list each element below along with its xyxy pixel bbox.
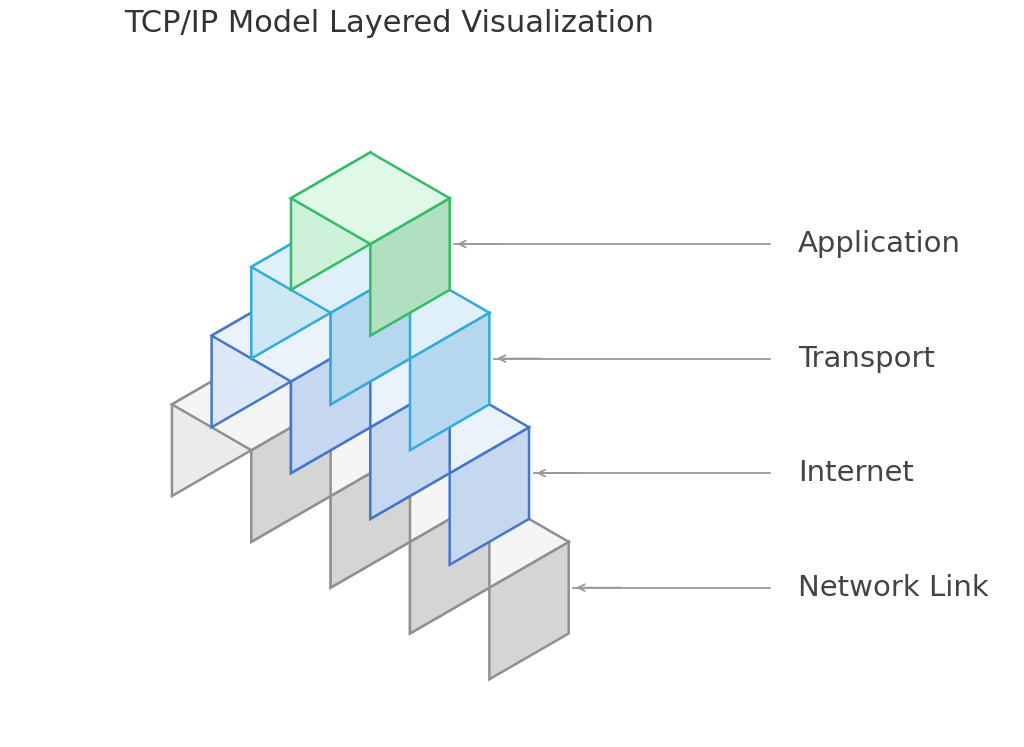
Polygon shape bbox=[450, 427, 529, 565]
Polygon shape bbox=[212, 290, 371, 382]
Polygon shape bbox=[371, 382, 450, 519]
Polygon shape bbox=[291, 152, 371, 290]
Polygon shape bbox=[331, 450, 489, 542]
Polygon shape bbox=[251, 221, 331, 359]
Polygon shape bbox=[291, 335, 371, 473]
Polygon shape bbox=[291, 152, 450, 244]
Polygon shape bbox=[251, 404, 410, 496]
Polygon shape bbox=[251, 404, 331, 542]
Polygon shape bbox=[172, 359, 251, 496]
Polygon shape bbox=[331, 267, 489, 359]
Polygon shape bbox=[410, 313, 489, 450]
Polygon shape bbox=[371, 198, 450, 335]
Text: Transport: Transport bbox=[798, 344, 935, 373]
Text: Application: Application bbox=[798, 230, 961, 258]
Polygon shape bbox=[331, 267, 410, 404]
Text: Internet: Internet bbox=[798, 459, 913, 487]
Polygon shape bbox=[251, 404, 331, 542]
Polygon shape bbox=[172, 359, 331, 450]
Polygon shape bbox=[251, 221, 410, 313]
Polygon shape bbox=[291, 335, 371, 473]
Polygon shape bbox=[331, 267, 410, 404]
Text: Network Link: Network Link bbox=[798, 574, 988, 601]
Polygon shape bbox=[331, 450, 410, 588]
Polygon shape bbox=[212, 290, 291, 427]
Text: TCP/IP Model Layered Visualization: TCP/IP Model Layered Visualization bbox=[124, 9, 653, 38]
Polygon shape bbox=[410, 496, 489, 633]
Polygon shape bbox=[489, 542, 568, 679]
Polygon shape bbox=[410, 496, 489, 633]
Polygon shape bbox=[410, 496, 568, 588]
Polygon shape bbox=[371, 382, 529, 473]
Polygon shape bbox=[331, 450, 410, 588]
Polygon shape bbox=[371, 382, 450, 519]
Polygon shape bbox=[291, 335, 450, 427]
